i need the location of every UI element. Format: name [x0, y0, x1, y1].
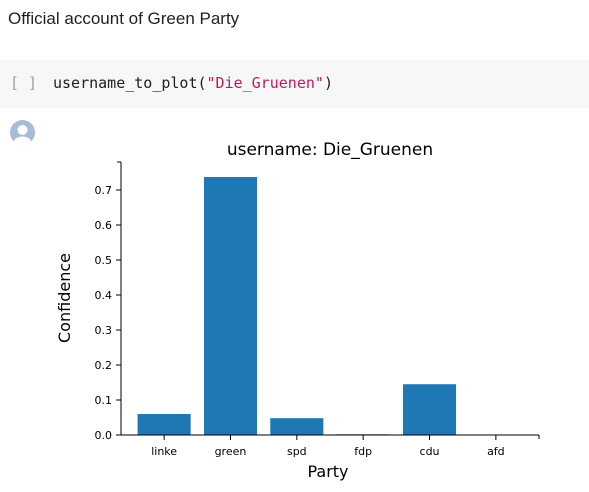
code-string-argument: "Die_Gruenen" — [206, 74, 324, 92]
markdown-text: Official account of Green Party — [8, 9, 240, 28]
x-tick-label: fdp — [354, 445, 372, 458]
bar-spd — [270, 418, 324, 435]
bar-linke — [137, 414, 191, 435]
y-tick-label: 0.4 — [95, 289, 113, 302]
code-function-call: username_to_plot( — [53, 74, 207, 92]
code-closing-paren: ) — [323, 74, 333, 92]
bar-green — [203, 177, 258, 436]
y-tick-label: 0.1 — [95, 394, 113, 407]
x-tick-label: green — [215, 445, 247, 458]
y-axis-label: Confidence — [55, 253, 74, 343]
x-tick-label: afd — [487, 445, 505, 458]
y-tick-label: 0.0 — [95, 429, 113, 442]
x-tick-label: cdu — [420, 445, 440, 458]
y-tick-label: 0.6 — [95, 219, 113, 232]
y-tick-label: 0.5 — [95, 254, 113, 267]
x-axis-label: Party — [307, 462, 348, 481]
code-line[interactable]: username_to_plot("Die_Gruenen") — [53, 74, 333, 92]
y-tick-label: 0.3 — [95, 324, 113, 337]
user-avatar-icon — [10, 120, 35, 145]
x-tick-label: spd — [287, 445, 307, 458]
code-cell[interactable]: [ ] username_to_plot("Die_Gruenen") — [0, 60, 589, 108]
x-tick-label: linke — [151, 445, 177, 458]
y-tick-label: 0.2 — [95, 359, 113, 372]
chart-title: username: Die_Gruenen — [227, 140, 433, 160]
avatar-silhouette-icon — [13, 125, 32, 145]
bar-cdu — [402, 384, 457, 435]
run-cell-button[interactable]: [ ] — [10, 74, 38, 92]
y-tick-label: 0.7 — [95, 184, 113, 197]
